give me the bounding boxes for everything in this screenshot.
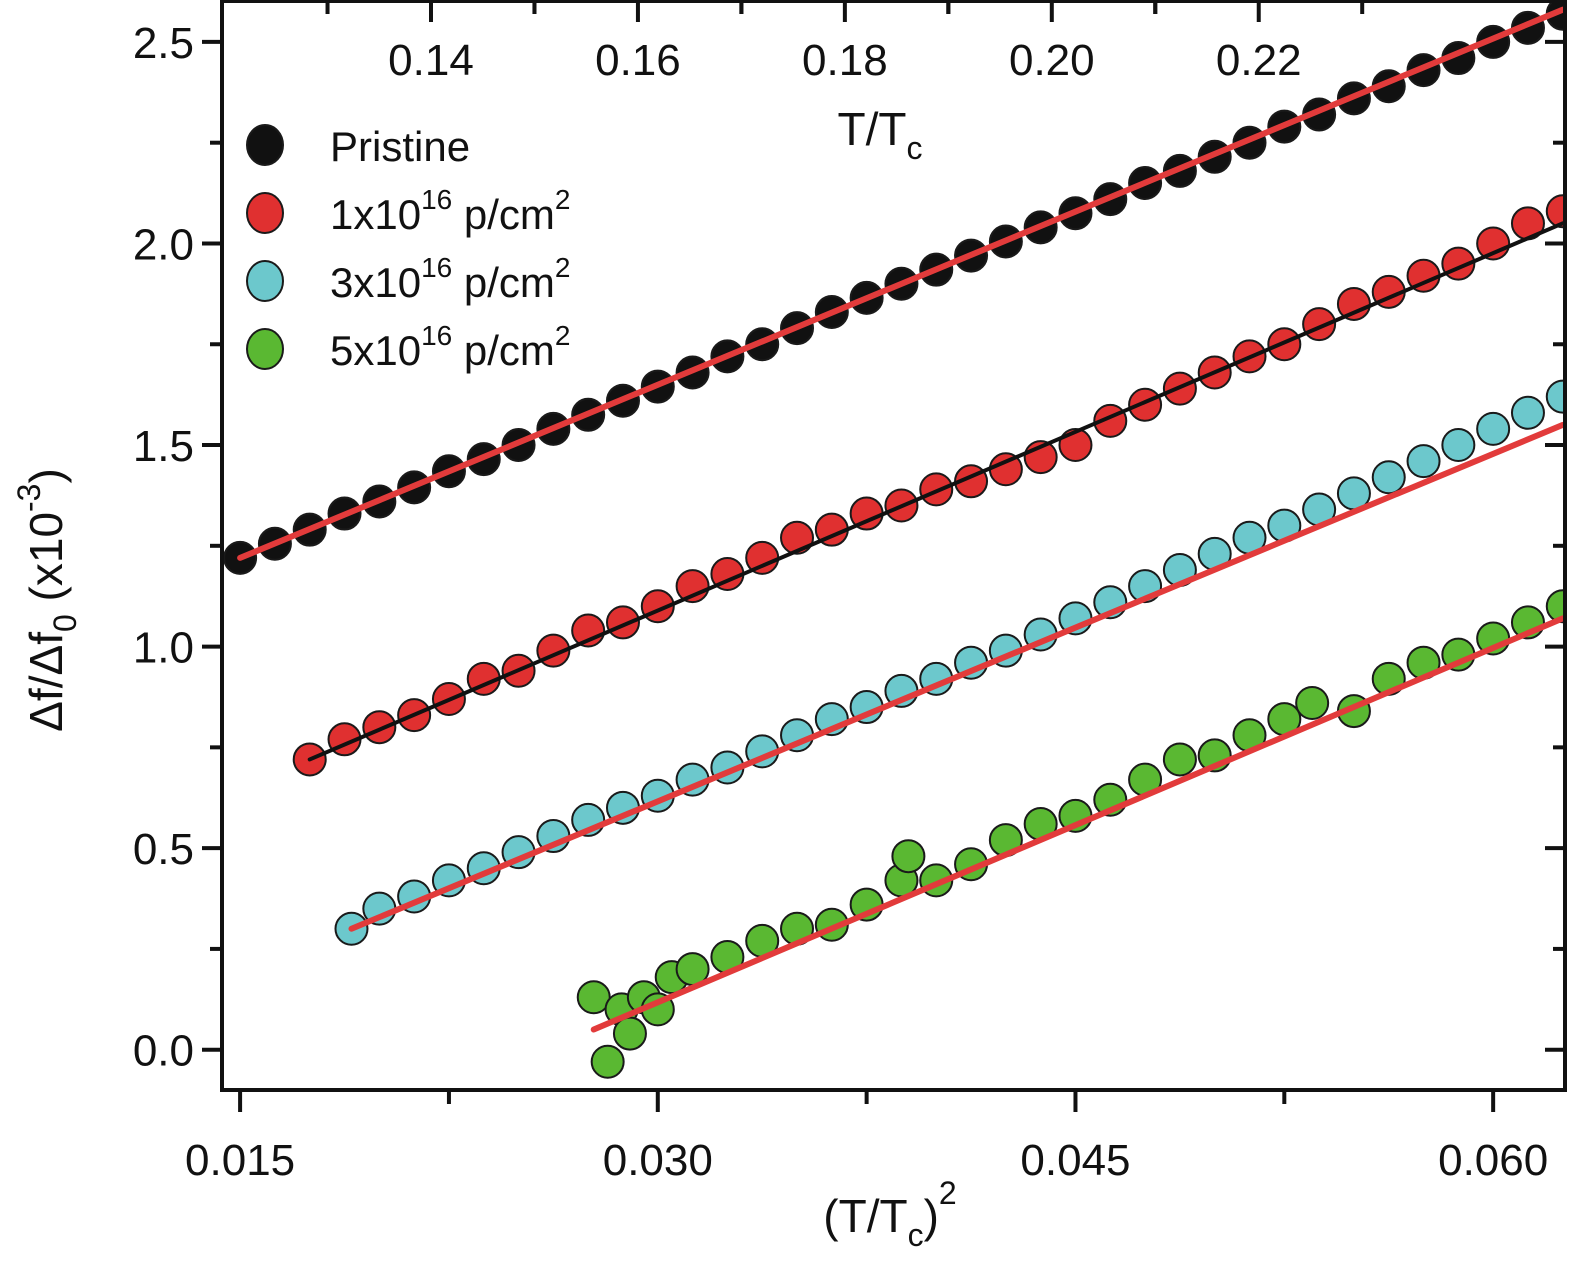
fit-lines xyxy=(237,6,1565,1033)
x-tick-label: 0.045 xyxy=(1020,1136,1130,1185)
data-point-series-2 xyxy=(1441,428,1476,463)
x-tick-label: 0.060 xyxy=(1438,1136,1548,1185)
fit-line-series-3 xyxy=(590,615,1565,1033)
y-tick-label: 0.0 xyxy=(133,1027,194,1076)
data-point-series-3 xyxy=(1162,742,1197,777)
legend-label-2: 3x1016 p/cm2 xyxy=(330,252,571,306)
data-point-series-2 xyxy=(1406,444,1441,479)
x-tick-label: 0.015 xyxy=(185,1136,295,1185)
y-tick-label: 1.5 xyxy=(133,422,194,471)
legend-marker-3 xyxy=(246,328,284,370)
y-tick-label: 2.0 xyxy=(133,220,194,269)
data-point-series-3 xyxy=(590,1044,625,1079)
y-tick-label: 2.5 xyxy=(133,19,194,68)
y-tick-label: 0.5 xyxy=(133,825,194,874)
data-point-series-3 xyxy=(1545,589,1565,624)
top-x-tick-label: 0.14 xyxy=(388,36,474,85)
data-point-series-3 xyxy=(1295,686,1330,721)
y-axis-title: Δf/Δf0 (x10-3) xyxy=(11,468,83,732)
top-x-tick-label: 0.22 xyxy=(1216,36,1302,85)
x-axis-title: (T/Tc)2 xyxy=(823,1175,956,1253)
data-point-series-3 xyxy=(612,1016,647,1051)
data-point-series-2 xyxy=(1476,411,1511,446)
legend-marker-1 xyxy=(246,192,284,234)
legend-marker-2 xyxy=(246,260,284,302)
top-x-tick-label: 0.16 xyxy=(595,36,681,85)
legend-label-1: 1x1016 p/cm2 xyxy=(330,184,571,238)
data-point-series-1 xyxy=(362,710,397,745)
top-x-tick-label: 0.18 xyxy=(802,36,888,85)
axes: 0.015 0.030 0.045 0.060 0.0 0.5 1.0 1.5 2.0 2.5 0.… xyxy=(133,0,1565,1185)
fit-line-series-2 xyxy=(348,421,1565,932)
legend-label-0: Pristine xyxy=(330,123,470,170)
legend-label-3: 5x1016 p/cm2 xyxy=(330,320,571,374)
y-tick-label: 1.0 xyxy=(133,624,194,673)
data-point-series-1 xyxy=(1336,286,1371,321)
top-x-tick-label: 0.20 xyxy=(1009,36,1095,85)
fit-line-series-0 xyxy=(237,6,1565,561)
x-tick-label: 0.030 xyxy=(603,1136,713,1185)
fit-line-series-1 xyxy=(307,221,1565,762)
legend-marker-0 xyxy=(246,124,284,166)
data-point-series-2 xyxy=(1371,460,1406,495)
data-point-series-3 xyxy=(891,839,926,874)
legend: Pristine 1x1016 p/cm2 3x1016 p/cm2 5x1016 p… xyxy=(246,123,571,374)
data-point-series-2 xyxy=(1510,395,1545,430)
top-x-axis-title: T/Tc xyxy=(838,103,923,166)
data-point-series-2 xyxy=(1545,379,1565,414)
data-point-series-1 xyxy=(1545,194,1565,229)
